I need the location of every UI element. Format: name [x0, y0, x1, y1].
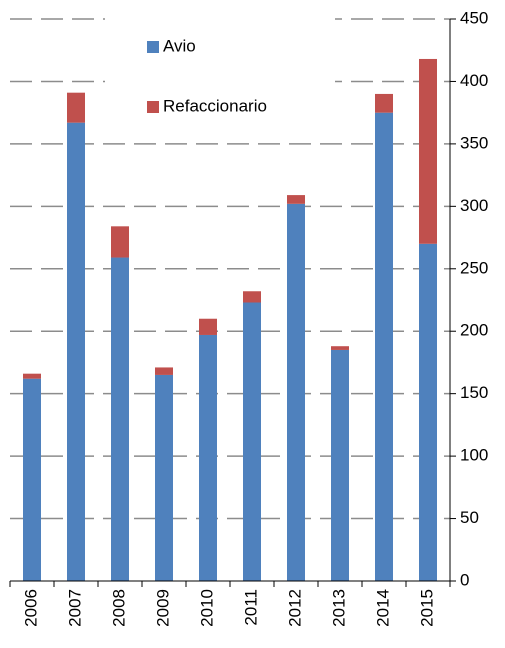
- legend-swatch: [147, 41, 159, 53]
- x-tick-label: 2008: [109, 589, 128, 627]
- bar-segment: [419, 58, 437, 244]
- bar-segment: [287, 195, 305, 204]
- x-tick-label: 2010: [197, 589, 216, 627]
- bar-segment: [243, 302, 261, 581]
- bar-segment: [419, 243, 437, 582]
- bar-segment: [155, 374, 173, 581]
- bar-segment: [111, 257, 129, 581]
- bar-segment: [67, 122, 85, 581]
- bar-segment: [331, 349, 349, 581]
- bar-segment: [199, 318, 217, 335]
- bar-segment: [111, 226, 129, 258]
- bar-segment: [23, 378, 41, 581]
- x-tick-label: 2009: [153, 589, 172, 627]
- bar-segment: [199, 334, 217, 581]
- legend-swatch: [147, 101, 159, 113]
- x-tick-label: 2006: [21, 589, 40, 627]
- y-tick-label: 250: [460, 258, 488, 277]
- y-tick-label: 150: [460, 383, 488, 402]
- x-tick-label: 2014: [373, 589, 392, 627]
- y-tick-label: 200: [460, 321, 488, 340]
- bar-segment: [287, 203, 305, 581]
- bar-segment: [67, 92, 85, 123]
- y-tick-label: 450: [460, 8, 488, 27]
- y-tick-label: 300: [460, 196, 488, 215]
- bar-segment: [331, 346, 349, 350]
- legend-box: [105, 12, 335, 132]
- x-tick-label: 2013: [329, 589, 348, 627]
- legend-label: Avio: [163, 36, 196, 55]
- y-tick-label: 100: [460, 446, 488, 465]
- bar-segment: [375, 112, 393, 582]
- x-tick-label: 2011: [241, 589, 260, 626]
- bar-segment: [243, 291, 261, 303]
- x-tick-label: 2007: [65, 589, 84, 627]
- y-tick-label: 350: [460, 133, 488, 152]
- bar-segment: [375, 93, 393, 113]
- y-tick-label: 400: [460, 71, 488, 90]
- legend-label: Refaccionario: [163, 96, 267, 115]
- bar-segment: [155, 367, 173, 375]
- y-tick-label: 0: [460, 570, 469, 589]
- y-tick-label: 50: [460, 508, 479, 527]
- x-tick-label: 2012: [285, 589, 304, 627]
- x-tick-label: 2015: [417, 589, 436, 627]
- bar-segment: [23, 373, 41, 379]
